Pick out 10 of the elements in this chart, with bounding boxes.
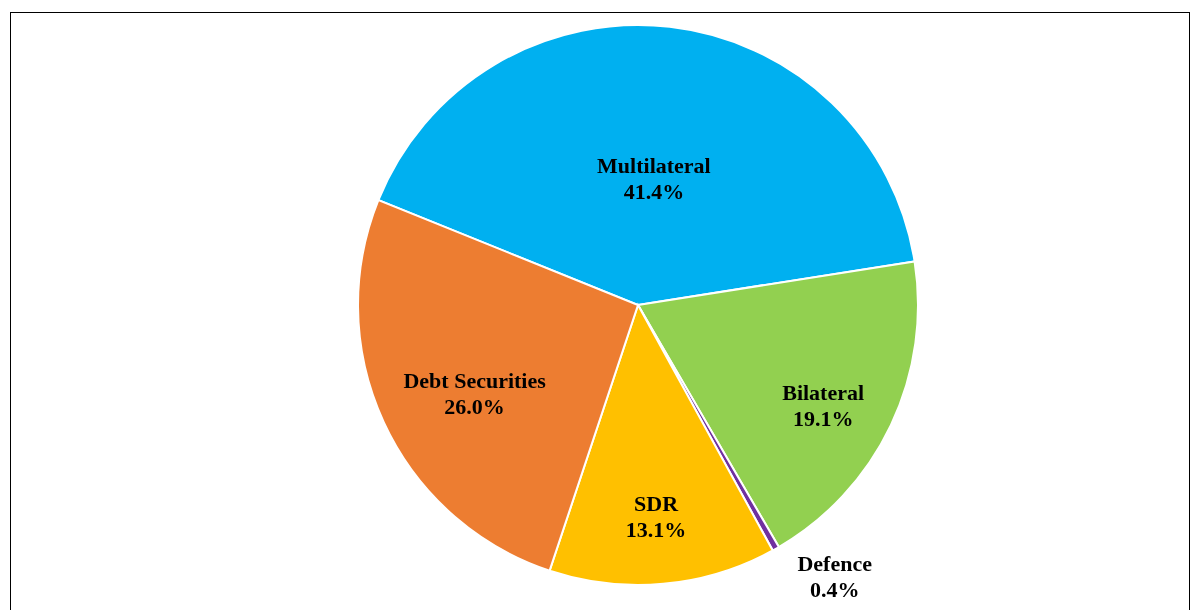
data-label: 41.4%	[623, 178, 685, 204]
data-label: 0.4%	[809, 577, 860, 603]
slice-label: Bilateral	[782, 380, 865, 405]
data-label: 26.0%	[444, 393, 505, 419]
slice-label: SDR	[634, 491, 680, 517]
slice-label: Debt Securities	[403, 367, 547, 393]
data-label: 13.1%	[625, 517, 687, 543]
slice-label: Multilateral	[597, 152, 711, 178]
slice-label: Defence	[797, 551, 873, 577]
data-label: 19.1%	[792, 406, 854, 431]
